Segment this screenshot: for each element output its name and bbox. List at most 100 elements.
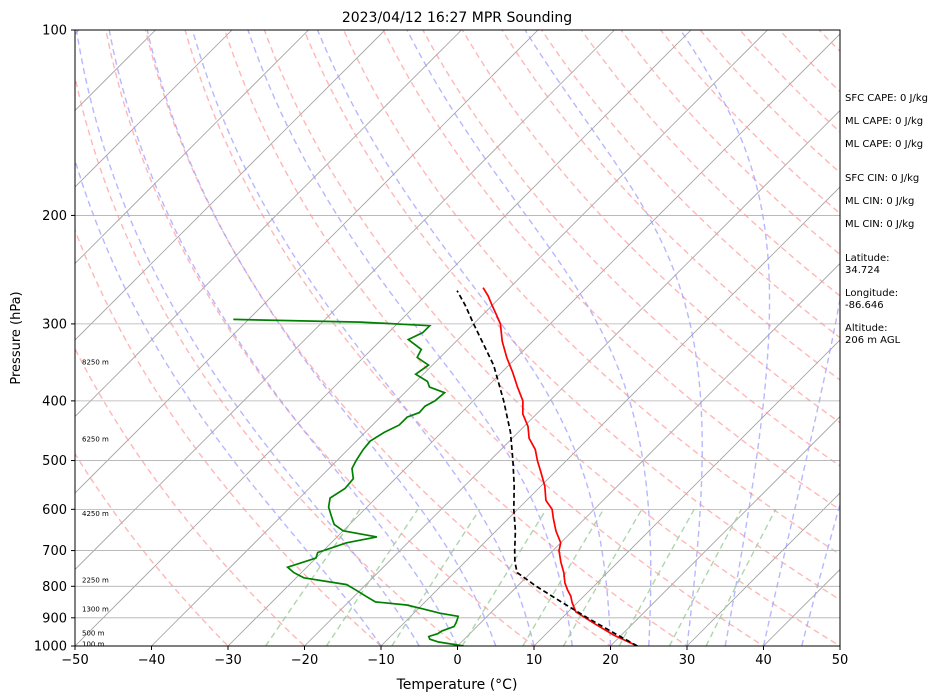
y-tick-label: 300 <box>42 317 67 332</box>
y-tick-label: 700 <box>42 544 67 559</box>
height-label: 2250 m <box>82 577 109 585</box>
isotherm-line <box>456 262 840 646</box>
moist-adiabat-line <box>247 30 573 646</box>
moist-adiabat-line <box>75 30 420 646</box>
isotherm-line <box>380 186 840 646</box>
x-axis: −50 −40 −30 −20 −10 0 10 20 30 40 50 <box>61 646 848 668</box>
isotherm-line <box>533 339 840 646</box>
height-label: 4250 m <box>82 510 109 518</box>
altitude-label: Altitude: 206 m AGL <box>845 323 901 346</box>
moist-adiabat-line <box>316 30 612 646</box>
isotherm-line <box>75 30 463 418</box>
isotherm-line <box>903 16 947 659</box>
x-axis-label: Temperature (°C) <box>396 677 518 693</box>
moist-adiabat-line <box>679 30 771 646</box>
moist-adiabat-line <box>75 157 382 646</box>
x-tick-label: 50 <box>832 653 849 668</box>
latitude-label: Latitude: 34.724 <box>845 253 890 276</box>
height-label: 500 m <box>82 629 105 637</box>
x-tick-label: 0 <box>453 653 461 668</box>
dry-adiabat-line <box>144 30 612 646</box>
x-tick-label: −10 <box>367 653 394 668</box>
series-line-2 <box>233 318 464 646</box>
isotherm-line <box>75 30 616 571</box>
sfc-cin-label: SFC CIN: 0 J/kg <box>845 173 920 184</box>
moist-adiabat-line <box>108 30 459 646</box>
x-tick-label: −30 <box>214 653 241 668</box>
mixing-ratio-line <box>668 508 742 646</box>
isotherm-line <box>75 30 310 265</box>
mixing-ratio-line <box>705 508 777 646</box>
x-tick-label: 20 <box>602 653 619 668</box>
isotherm-line <box>75 30 233 188</box>
moist-adiabat-line <box>406 30 652 646</box>
x-tick-label: 10 <box>526 653 543 668</box>
height-label: 8250 m <box>82 358 109 366</box>
isotherm-line <box>227 33 840 646</box>
isotherm-line <box>686 492 840 646</box>
y-tick-label: 600 <box>42 503 67 518</box>
dry-adiabat-line <box>75 347 306 646</box>
dry-adiabat-line <box>75 73 459 646</box>
dry-adiabat-line <box>223 30 765 646</box>
y-axis: 1000 900 800 700 600 500 400 300 200 100 <box>34 24 75 655</box>
y-axis-label: Pressure (hPa) <box>9 291 24 384</box>
moist-adiabat-line <box>146 30 497 646</box>
y-tick-label: 400 <box>42 394 67 409</box>
x-tick-label: −50 <box>61 653 88 668</box>
dry-adiabat-line <box>105 30 536 646</box>
mixing-ratio-line <box>618 508 695 646</box>
dry-adiabat-line <box>263 30 840 646</box>
isotherm-line <box>609 415 840 646</box>
x-tick-label: 40 <box>755 653 772 668</box>
longitude-label: Longitude: -86.646 <box>845 288 899 311</box>
series-group <box>233 287 638 646</box>
ml-cin-label-2: ML CIN: 0 J/kg <box>845 219 915 230</box>
sfc-cape-label: SFC CAPE: 0 J/kg <box>845 93 928 104</box>
plot-frame <box>74 29 841 647</box>
moist-adiabat-line <box>191 30 535 646</box>
ml-cin-label: ML CIN: 0 J/kg <box>845 196 915 207</box>
dry-adiabat-line <box>184 30 689 646</box>
dry-adiabat-line <box>75 228 383 646</box>
y-tick-label: 800 <box>42 580 67 595</box>
height-label: 6250 m <box>82 435 109 443</box>
isobar-grid <box>75 30 840 646</box>
dry-adiabat-line <box>540 30 840 339</box>
x-tick-label: −40 <box>138 653 165 668</box>
series-line-3 <box>456 290 638 646</box>
x-tick-label: −20 <box>291 653 318 668</box>
isotherm-line <box>150 30 769 646</box>
moist-adiabat-line <box>801 501 840 646</box>
dry-adiabat-line <box>501 30 840 381</box>
isotherm-line <box>303 109 840 646</box>
isotherm-line <box>75 30 386 341</box>
height-label: 1300 m <box>82 606 109 614</box>
background-lines <box>75 16 947 659</box>
mixing-ratio-line <box>562 508 643 646</box>
dry-adiabat-line <box>461 30 840 424</box>
height-label: 100 m <box>82 640 105 648</box>
mixing-ratio-line <box>265 508 361 646</box>
mixing-ratio-line <box>461 508 547 646</box>
dry-adiabat-line <box>699 30 840 174</box>
moist-adiabat-line <box>524 30 703 646</box>
series-line-1 <box>482 287 638 646</box>
y-tick-label: 900 <box>42 611 67 626</box>
ml-cape-label: ML CAPE: 0 J/kg <box>845 116 924 127</box>
isotherm-line <box>75 30 539 494</box>
y-tick-label: 1000 <box>34 640 67 655</box>
y-tick-label: 100 <box>42 24 67 39</box>
moist-adiabat-line <box>762 295 840 646</box>
height-labels: 100 m 500 m 1300 m 2250 m 4250 m 6250 m 8250 m <box>82 358 109 648</box>
x-tick-label: 30 <box>679 653 696 668</box>
isotherm-line <box>75 30 157 112</box>
chart-title: 2023/04/12 16:27 MPR Sounding <box>342 10 572 26</box>
mixing-ratio-line <box>522 508 605 646</box>
y-tick-label: 500 <box>42 454 67 469</box>
ml-cape-label-2: ML CAPE: 0 J/kg <box>845 139 924 150</box>
isotherm-line <box>75 30 692 646</box>
dry-adiabat-line <box>75 452 229 646</box>
y-tick-label: 200 <box>42 209 67 224</box>
